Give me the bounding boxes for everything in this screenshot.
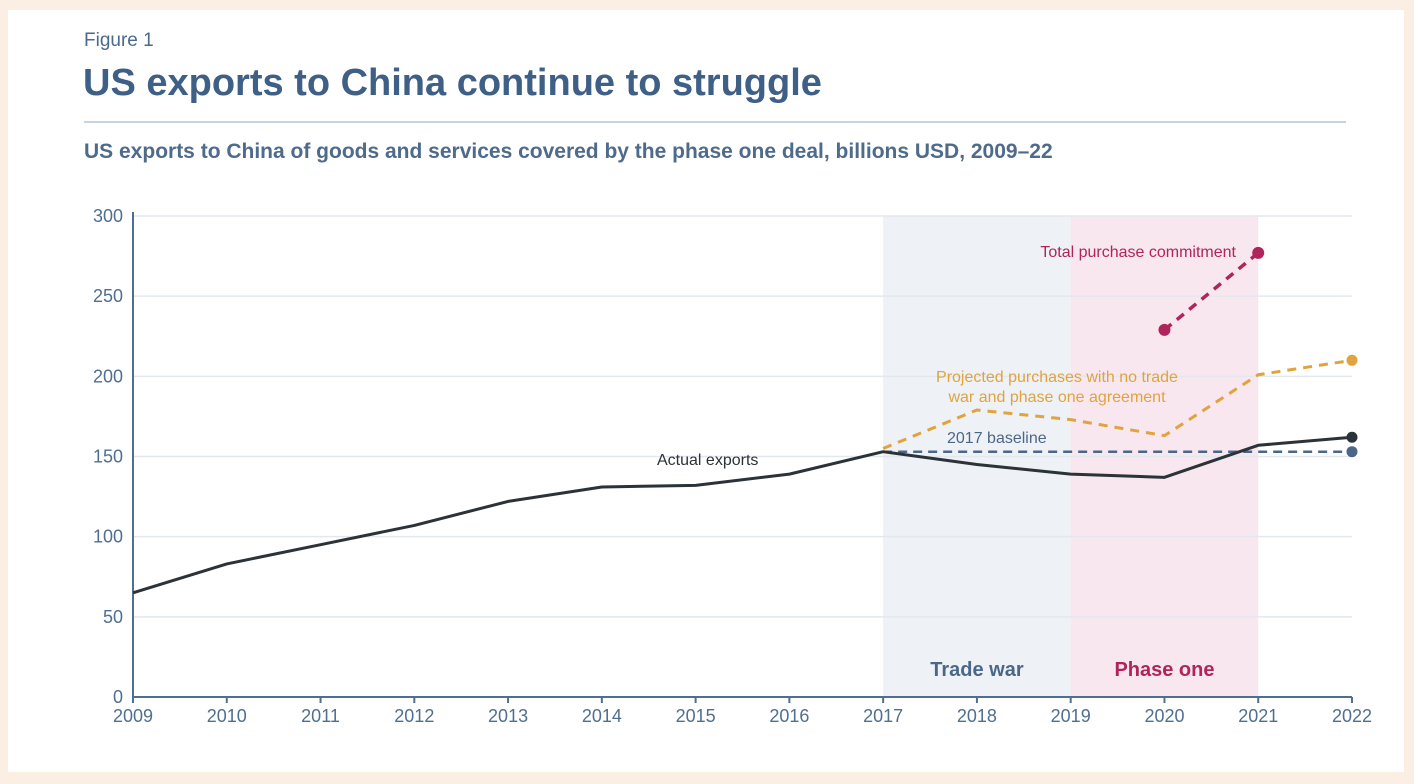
series-point-total-purchase-commitment-2020 (1158, 323, 1171, 336)
series-end-marker-actual-exports (1346, 431, 1358, 443)
series-point-total-purchase-commitment-2021 (1252, 246, 1265, 259)
x-tick-label-2011: 2011 (301, 706, 340, 726)
y-tick-label-0: 0 (113, 687, 123, 707)
y-tick-label-200: 200 (93, 366, 123, 386)
annotation-projected-purchases-line-2: war and phase one agreement (947, 389, 1166, 406)
x-tick-label-2014: 2014 (582, 706, 622, 726)
y-tick-label-50: 50 (103, 607, 123, 627)
band-label-trade-war: Trade war (930, 659, 1024, 681)
x-tick-label-2010: 2010 (207, 706, 247, 726)
x-tick-label-2019: 2019 (1051, 706, 1091, 726)
x-tick-label-2012: 2012 (394, 706, 434, 726)
y-tick-label-100: 100 (93, 527, 123, 547)
x-tick-label-2016: 2016 (769, 706, 809, 726)
y-tick-label-300: 300 (93, 206, 123, 226)
annotation-total-purchase-commitment: Total purchase commitment (1040, 244, 1236, 261)
series-line-total-purchase-commitment (1163, 251, 1260, 332)
series-line-actual-exports (132, 435, 1353, 595)
y-tick-label-150: 150 (93, 447, 123, 467)
x-tick-label-2020: 2020 (1144, 706, 1184, 726)
band-label-phase-one: Phase one (1114, 659, 1214, 681)
x-tick-label-2018: 2018 (957, 706, 997, 726)
y-tick-label-250: 250 (93, 286, 123, 306)
annotation-actual-exports: Actual exports (657, 452, 758, 469)
x-tick-label-2022: 2022 (1332, 706, 1372, 726)
figure-label: Figure 1 (84, 30, 154, 51)
x-tick-label-2013: 2013 (488, 706, 528, 726)
chart-subtitle: US exports to China of goods and service… (84, 140, 1053, 163)
series-end-marker-projected-purchases (1346, 354, 1358, 366)
series-line-projected-purchases (882, 358, 1353, 450)
series-end-marker-2017-baseline (1346, 446, 1358, 458)
x-tick-label-2015: 2015 (676, 706, 716, 726)
x-tick-label-2021: 2021 (1238, 706, 1278, 726)
title-divider (84, 121, 1346, 123)
x-tick-label-2017: 2017 (863, 706, 903, 726)
x-tick-label-2009: 2009 (113, 706, 153, 726)
annotation-2017-baseline: 2017 baseline (947, 430, 1047, 447)
annotation-projected-purchases-line-1: Projected purchases with no trade (936, 369, 1178, 386)
chart-title: US exports to China continue to struggle (83, 62, 822, 104)
